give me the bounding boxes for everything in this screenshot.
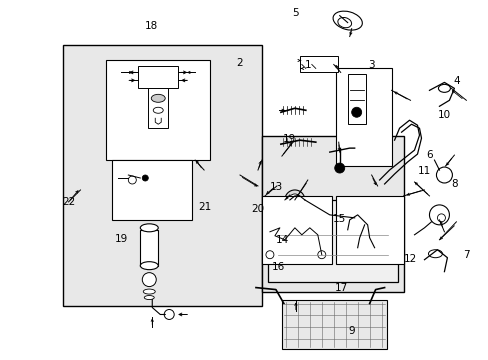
Text: 13: 13 [269,182,282,192]
Circle shape [334,163,344,173]
Circle shape [285,190,304,210]
Circle shape [317,251,325,259]
Text: 2: 2 [236,58,243,68]
Text: 8: 8 [450,179,457,189]
Text: 17: 17 [334,283,347,293]
Text: 19: 19 [115,234,128,244]
Circle shape [428,205,448,225]
Text: 4: 4 [452,76,459,86]
Text: 5: 5 [292,8,298,18]
Circle shape [436,167,451,183]
Circle shape [142,273,156,287]
Bar [262,136,403,292]
Ellipse shape [427,250,442,258]
Text: 12: 12 [403,254,416,264]
Text: 6: 6 [426,150,432,160]
Text: 19: 19 [282,134,295,144]
Text: 14: 14 [275,235,288,245]
Bar [281,300,386,349]
Ellipse shape [153,107,163,113]
Text: 7: 7 [462,250,468,260]
Ellipse shape [438,84,449,92]
Circle shape [128,176,136,184]
Circle shape [351,107,361,117]
Bar [140,230,158,266]
Text: 9: 9 [348,325,354,336]
Bar [335,68,391,166]
Circle shape [164,310,174,319]
Ellipse shape [140,224,158,232]
Circle shape [288,194,300,206]
Bar [262,196,331,264]
Bar [347,75,365,124]
Circle shape [265,251,273,259]
Ellipse shape [140,262,158,270]
Ellipse shape [151,94,165,102]
Text: 20: 20 [251,204,264,214]
Bar [299,57,337,72]
Text: 21: 21 [198,202,211,212]
Bar [106,60,210,160]
Bar [62,45,262,306]
Bar [138,67,178,88]
Ellipse shape [143,289,155,294]
Text: 16: 16 [271,262,285,272]
Bar [148,88,168,128]
Bar [335,196,403,264]
Text: 15: 15 [332,214,345,224]
Circle shape [353,212,365,224]
Bar [112,160,192,220]
Text: 3: 3 [367,59,374,69]
Text: 10: 10 [437,111,450,121]
Circle shape [437,214,445,222]
Text: 1: 1 [304,60,310,70]
Ellipse shape [332,11,362,30]
Text: 18: 18 [145,21,158,31]
Ellipse shape [144,296,154,300]
Circle shape [142,175,148,181]
Text: 22: 22 [62,197,76,207]
Bar [267,200,397,282]
Ellipse shape [337,18,351,28]
Text: 11: 11 [417,166,430,176]
